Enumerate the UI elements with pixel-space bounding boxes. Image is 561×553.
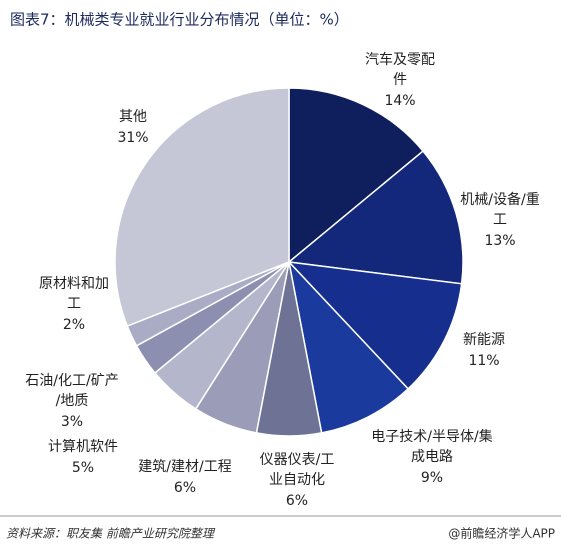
slice-label: 石油/化工/矿产/地质	[25, 373, 118, 409]
pie-slice	[287, 260, 463, 390]
value-label: 14%	[384, 93, 415, 109]
slice-label: 计算机软件	[48, 439, 118, 455]
value-label: 2%	[63, 317, 85, 333]
pie-slice	[287, 259, 410, 434]
pie-slice	[288, 87, 425, 264]
slice-label: 仪器仪表/工业自动化	[260, 452, 335, 488]
value-label: 13%	[484, 233, 515, 249]
value-label: 5%	[72, 460, 94, 476]
value-label: 11%	[468, 353, 499, 369]
pie-slice	[287, 150, 464, 285]
value-label: 31%	[117, 130, 148, 146]
slice-label: 建筑/建材/工程	[138, 459, 231, 475]
value-label: 6%	[174, 480, 196, 496]
slice-label: 新能源	[463, 332, 505, 348]
chart-title: 图表7：机械类专业就业行业分布情况（单位：%）	[10, 11, 349, 29]
slice-label: 汽车及零配件	[365, 51, 435, 88]
slice-label: 原材料和加工	[39, 276, 109, 312]
slice-label: 机械/设备/重工	[460, 191, 539, 228]
slice-label: 电子技术/半导体/集成电路	[371, 428, 492, 465]
value-label: 9%	[421, 470, 443, 486]
source: 资料来源：职友集 前瞻产业研究院整理	[6, 527, 216, 541]
value-label: 6%	[286, 493, 308, 509]
credit: @前瞻经济学人APP	[448, 526, 555, 541]
pie-slice	[114, 87, 290, 328]
value-label: 3%	[61, 414, 83, 430]
slice-label: 其他	[119, 109, 147, 125]
